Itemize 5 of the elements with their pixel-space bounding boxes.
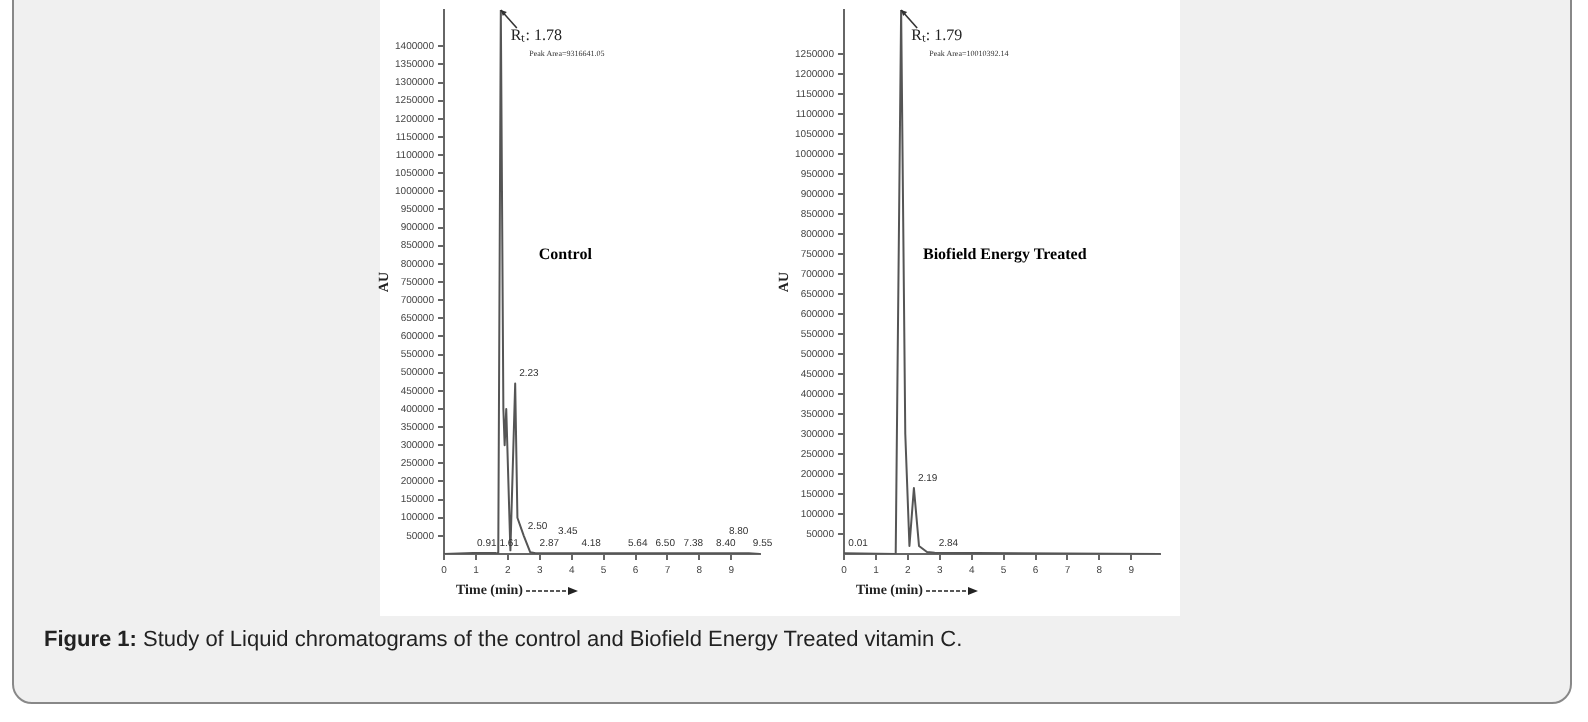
annotation: Rₜ: 1.78: [510, 26, 562, 45]
text: Biofield Energy Treated: [923, 244, 1088, 263]
text: Control: [538, 244, 594, 263]
annotation: Rₜ: 1.79: [911, 26, 963, 45]
caption: Figure 1: Study of Liquid chromatograms of the control and Biofield Energy Treated vitamin C.: [44, 628, 963, 652]
